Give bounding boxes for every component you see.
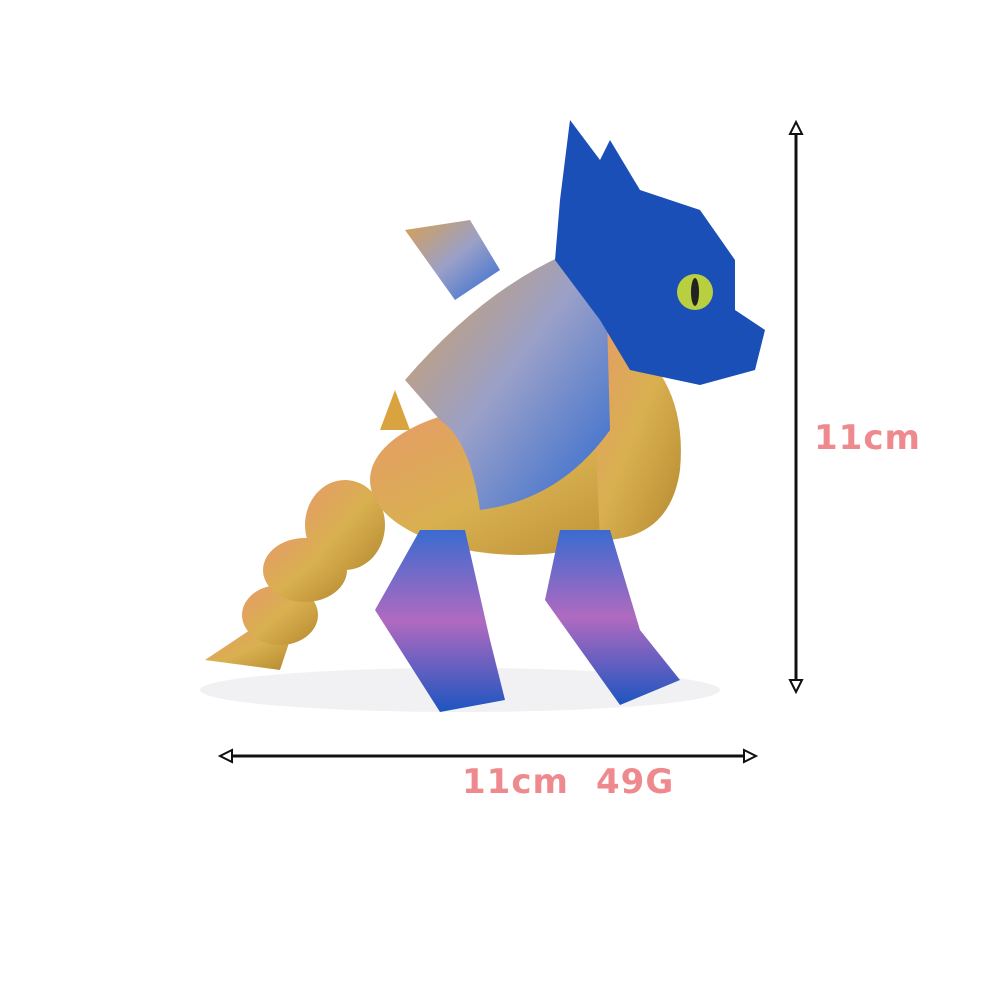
height-label: 11cm bbox=[814, 418, 921, 458]
weight-label: 49G bbox=[596, 762, 675, 802]
back-wing bbox=[405, 220, 500, 300]
height-arrow bbox=[788, 119, 804, 695]
width-label: 11cm bbox=[462, 762, 569, 802]
width-arrow bbox=[217, 748, 759, 764]
tail bbox=[205, 480, 385, 670]
front-wing bbox=[405, 240, 610, 510]
legs bbox=[375, 530, 680, 712]
head bbox=[555, 120, 765, 385]
